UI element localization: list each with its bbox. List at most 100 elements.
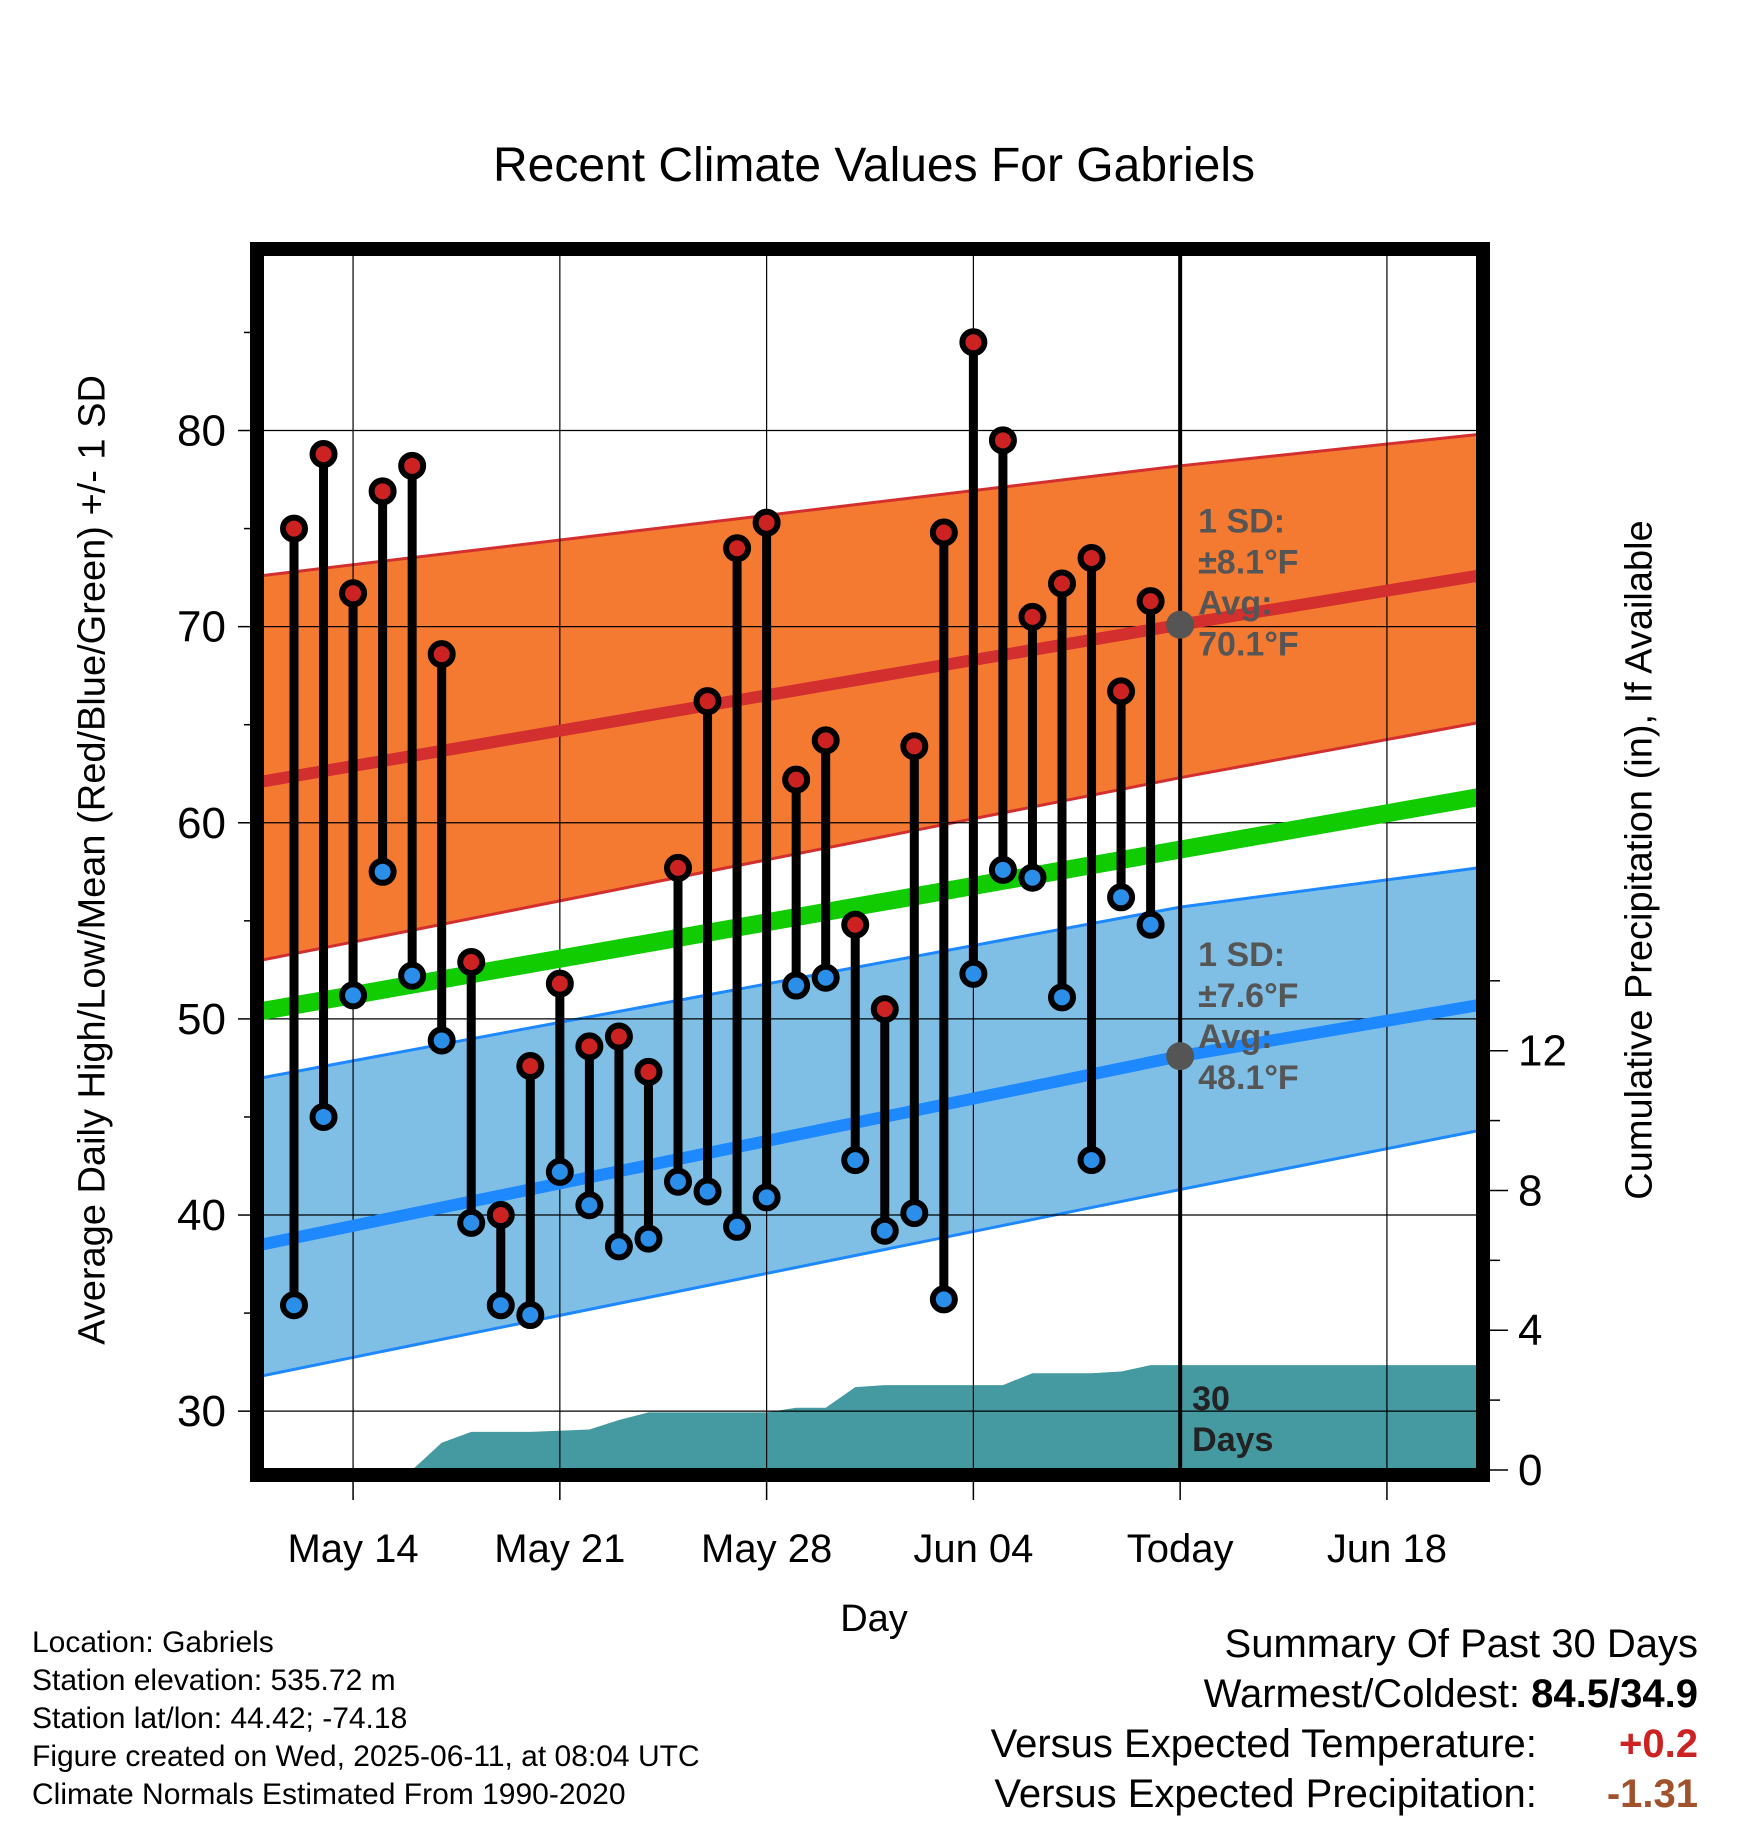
- daily-high-point: [427, 640, 456, 669]
- daily-high-point: [516, 1051, 545, 1080]
- x-axis-label: Day: [840, 1598, 908, 1640]
- daily-low-point: [280, 1291, 308, 1320]
- normal-high-sd-band: [262, 434, 1478, 961]
- summary-temp-label: Versus Expected Temperature:: [990, 1722, 1537, 1766]
- daily-low-point: [457, 1208, 486, 1237]
- chart-title: Recent Climate Values For Gabriels: [492, 139, 1256, 192]
- y-tick-label: 60: [177, 799, 226, 848]
- summary-temp-value: +0.2: [1619, 1722, 1698, 1766]
- daily-high-point: [575, 1032, 604, 1061]
- low-normal-annotation-line: ±7.6°F: [1198, 977, 1298, 1015]
- y-tick-label: 80: [177, 407, 226, 456]
- info-elevation: Station elevation: 535.72 m: [32, 1664, 396, 1697]
- daily-high-point: [604, 1022, 633, 1051]
- y-tick-label: 30: [177, 1387, 226, 1436]
- x-tick-label: Today: [1127, 1527, 1234, 1571]
- daily-low-point: [1077, 1146, 1106, 1175]
- daily-low-point: [664, 1167, 692, 1196]
- daily-high-point: [339, 579, 368, 608]
- days-annotation-line: 30: [1192, 1380, 1230, 1418]
- daily-low-point: [988, 855, 1017, 884]
- summary-precip-value: -1.31: [1606, 1772, 1698, 1816]
- daily-high-point: [398, 451, 427, 480]
- daily-low-point: [1136, 910, 1165, 939]
- days-annotation-line: Days: [1192, 1421, 1273, 1459]
- daily-high-point: [368, 477, 397, 506]
- daily-low-point: [1018, 863, 1047, 892]
- daily-low-point: [1048, 983, 1076, 1012]
- y2-tick-label: 12: [1518, 1027, 1567, 1076]
- daily-high-point: [959, 328, 988, 357]
- daily-high-point: [634, 1057, 663, 1086]
- y2-tick-label: 8: [1518, 1166, 1542, 1215]
- daily-high-point: [280, 514, 308, 543]
- daily-low-point: [339, 981, 368, 1010]
- daily-high-point: [782, 765, 811, 794]
- summary-precip-label: Versus Expected Precipitation:: [994, 1772, 1537, 1816]
- x-tick-label: May 21: [494, 1527, 625, 1571]
- summary-temp: Versus Expected Temperature: +0.2: [991, 1722, 1698, 1767]
- y-tick-label: 70: [177, 603, 226, 652]
- daily-high-point: [693, 687, 722, 716]
- daily-high-point: [545, 969, 574, 998]
- x-tick-label: May 14: [287, 1527, 418, 1571]
- info-normals: Climate Normals Estimated From 1990-2020: [32, 1778, 626, 1811]
- daily-high-point: [723, 534, 752, 563]
- daily-low-point: [604, 1232, 633, 1261]
- x-tick-label: May 28: [701, 1527, 832, 1571]
- plot-frame: [250, 242, 1490, 1482]
- y-tick-label: 40: [177, 1191, 226, 1240]
- y-axis-label: Average Daily High/Low/Mean (Red/Blue/Gr…: [71, 375, 114, 1345]
- high-normal-annotation-line: ±8.1°F: [1198, 544, 1298, 582]
- daily-high-point: [752, 508, 781, 537]
- daily-low-point: [752, 1183, 781, 1212]
- daily-low-point: [309, 1102, 338, 1131]
- daily-low-point: [693, 1177, 722, 1206]
- low-normal-annotation-line: 48.1°F: [1198, 1059, 1299, 1097]
- summary-warm-cold: Warmest/Coldest: 84.5/34.9: [1204, 1672, 1698, 1717]
- today-high-avg-marker: [1166, 610, 1195, 639]
- low-normal-annotation-line: Avg:: [1198, 1018, 1272, 1056]
- daily-high-point: [900, 732, 929, 761]
- summary-warm-cold-label: Warmest/Coldest:: [1203, 1672, 1521, 1716]
- daily-high-point: [870, 995, 899, 1024]
- daily-low-point: [516, 1301, 545, 1330]
- low-normal-annotation-line: 1 SD:: [1198, 936, 1285, 974]
- daily-high-point: [988, 426, 1017, 455]
- info-location: Location: Gabriels: [32, 1626, 274, 1659]
- daily-low-point: [959, 959, 988, 988]
- daily-low-point: [723, 1212, 752, 1241]
- daily-high-point: [486, 1201, 515, 1230]
- daily-low-point: [841, 1146, 870, 1175]
- precipitation-area: [382, 1365, 1478, 1470]
- daily-high-point: [929, 518, 958, 547]
- y2-tick-label: 0: [1518, 1446, 1542, 1495]
- daily-high-point: [664, 853, 692, 882]
- y2-tick-label: 4: [1518, 1306, 1542, 1355]
- info-latlon: Station lat/lon: 44.42; -74.18: [32, 1702, 408, 1735]
- daily-low-point: [870, 1216, 899, 1245]
- daily-low-point: [782, 971, 811, 1000]
- daily-high-point: [811, 726, 840, 755]
- daily-low-point: [929, 1285, 958, 1314]
- normal-mean-line: [262, 788, 1478, 1020]
- daily-low-point: [368, 857, 397, 886]
- high-normal-annotation-line: 1 SD:: [1198, 503, 1285, 541]
- high-normal-annotation-line: Avg:: [1198, 585, 1272, 623]
- daily-low-point: [900, 1199, 929, 1228]
- y-tick-label: 50: [177, 995, 226, 1044]
- info-created: Figure created on Wed, 2025-06-11, at 08…: [32, 1740, 700, 1773]
- x-tick-label: Jun 04: [913, 1527, 1033, 1571]
- summary-heading: Summary Of Past 30 Days: [1224, 1622, 1698, 1666]
- daily-high-point: [1107, 677, 1136, 706]
- daily-low-point: [398, 961, 427, 990]
- daily-low-point: [634, 1224, 663, 1253]
- daily-high-point: [1136, 587, 1165, 616]
- today-low-avg-marker: [1166, 1042, 1195, 1071]
- high-normal-annotation-line: 70.1°F: [1198, 626, 1299, 664]
- summary-warm-cold-value: 84.5/34.9: [1531, 1672, 1698, 1716]
- daily-high-point: [841, 910, 870, 939]
- daily-low-point: [1107, 883, 1136, 912]
- daily-high-point: [309, 440, 338, 469]
